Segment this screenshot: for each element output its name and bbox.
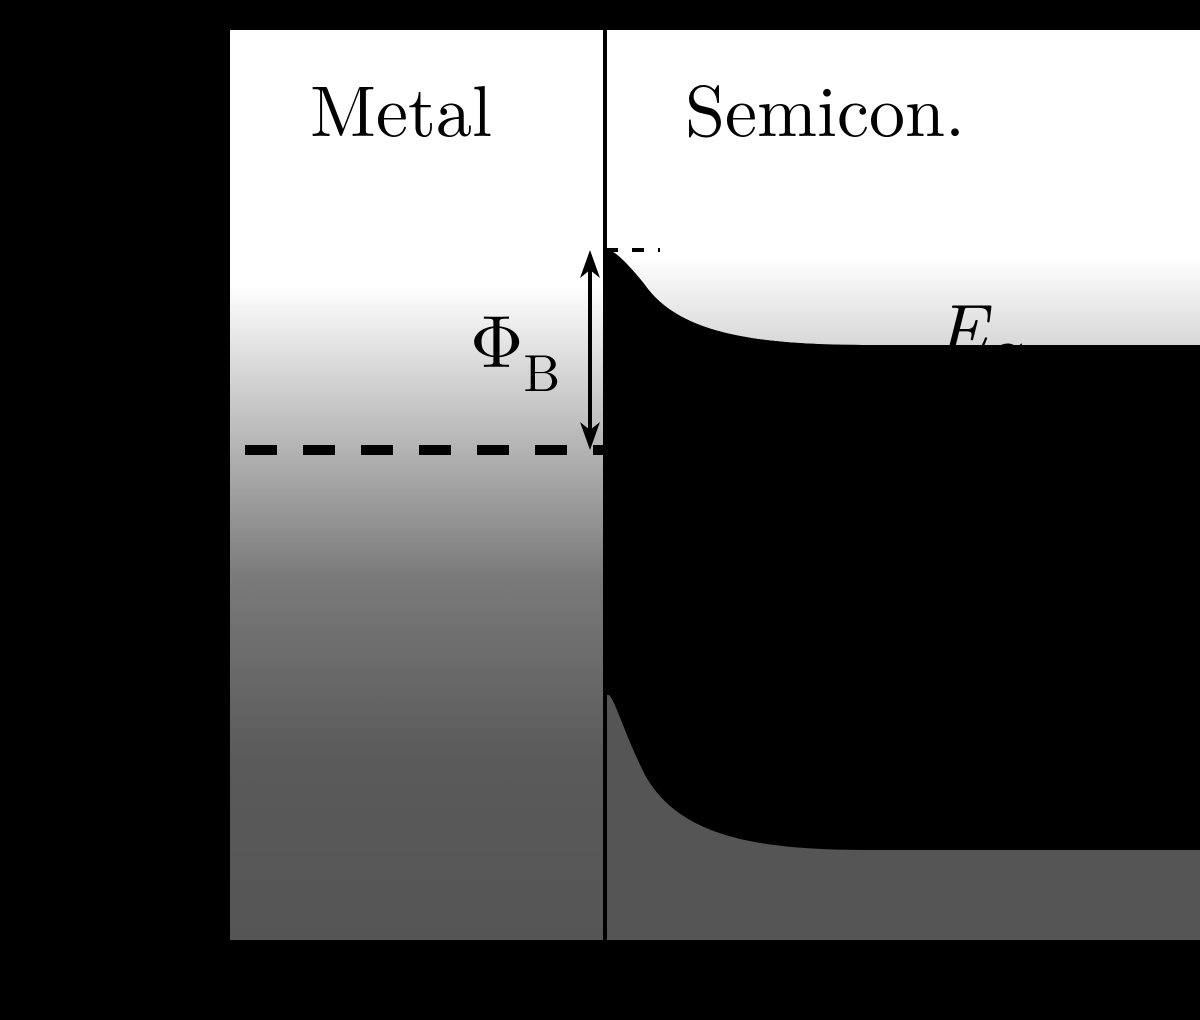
metal-label: Metal: [310, 55, 492, 157]
phi-b-symbol: Φ: [470, 285, 523, 389]
band-diagram: Metal Semicon. ΦB EC: [0, 0, 1200, 1020]
semiconductor-text: Semicon.: [685, 55, 965, 157]
ec-subscript: C: [987, 322, 1025, 397]
phi-b-subscript: B: [523, 334, 560, 407]
metal-region: [230, 30, 605, 940]
diagram-svg: [0, 0, 1200, 1020]
phi-b-label: ΦB: [470, 285, 560, 399]
metal-text: Metal: [310, 55, 492, 157]
ec-symbol: E: [935, 272, 987, 380]
ec-label: EC: [935, 272, 1025, 389]
semiconductor-label: Semicon.: [685, 55, 965, 157]
